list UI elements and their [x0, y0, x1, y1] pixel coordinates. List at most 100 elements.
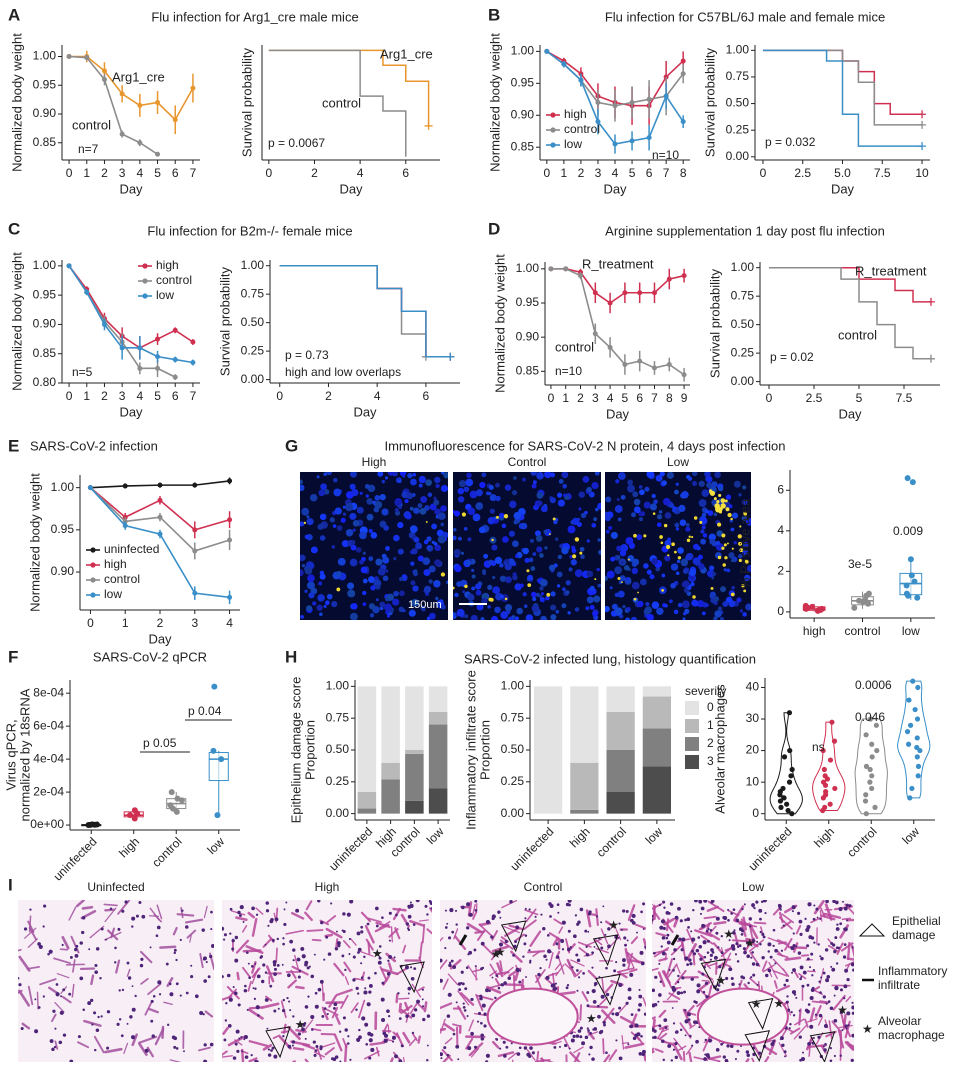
cell-nucleus	[839, 922, 843, 926]
cell-nucleus	[746, 941, 749, 945]
cell-nucleus	[684, 956, 689, 961]
nucleus	[567, 611, 571, 615]
nucleus	[398, 576, 404, 582]
data-point	[863, 811, 869, 817]
nucleus	[410, 561, 415, 566]
data-point	[592, 331, 598, 337]
nucleus	[578, 491, 585, 498]
alveolar-wall	[759, 926, 764, 934]
histology-legend-text: macrophage	[878, 1028, 945, 1042]
y-tick-label: 1.00	[516, 261, 540, 275]
cell-nucleus	[660, 919, 666, 924]
nucleus	[499, 563, 504, 568]
alveolar-wall	[846, 941, 851, 961]
cell-nucleus	[232, 1056, 237, 1060]
bar-segment	[405, 753, 424, 801]
cell-nucleus	[126, 1022, 129, 1025]
cell-nucleus	[749, 925, 752, 928]
cell-nucleus	[615, 1012, 620, 1017]
alveolar-wall	[624, 1042, 645, 1049]
cell-nucleus	[696, 989, 701, 994]
nucleus	[570, 559, 578, 566]
cell-nucleus	[850, 1058, 854, 1062]
nucleus	[423, 539, 429, 545]
cell-nucleus	[801, 984, 805, 988]
cell-nucleus	[669, 902, 674, 906]
alveolar-wall	[442, 1054, 451, 1062]
nucleus	[733, 540, 737, 545]
alveolar-wall	[573, 1046, 584, 1054]
alveolar-wall	[624, 947, 630, 964]
nucleus	[323, 604, 327, 609]
cell-nucleus	[779, 1036, 784, 1041]
nucleus	[437, 513, 444, 520]
damage-triangle	[700, 958, 727, 991]
nucleus	[413, 536, 420, 543]
signal-speck	[496, 515, 499, 519]
nucleus	[443, 472, 448, 479]
nucleus	[467, 593, 475, 601]
signal-speck	[425, 521, 428, 523]
nucleus	[362, 578, 368, 584]
cell-nucleus	[449, 907, 454, 913]
alveolar-wall	[724, 946, 734, 952]
alveolar-wall	[235, 939, 250, 954]
cell-nucleus	[820, 956, 824, 961]
cell-nucleus	[18, 977, 20, 980]
cell-nucleus	[131, 916, 136, 921]
alveolar-wall	[535, 974, 543, 991]
cell-nucleus	[480, 1033, 484, 1038]
nucleus	[426, 545, 432, 551]
cell-nucleus	[330, 902, 333, 905]
cell-nucleus	[210, 910, 213, 914]
cell-nucleus	[282, 942, 285, 946]
cell-nucleus	[366, 1002, 371, 1007]
alveolar-wall	[316, 1046, 322, 1060]
nucleus	[379, 493, 386, 501]
cell-nucleus	[567, 900, 572, 903]
alveolar-wall	[418, 919, 429, 922]
cell-nucleus	[499, 1047, 502, 1050]
survival-curve	[268, 49, 407, 157]
y-tick-label: 8e-04	[33, 685, 64, 699]
chart-title: Immunofluorescence for SARS-CoV-2 N prot…	[384, 438, 785, 453]
alveolar-wall	[248, 1057, 258, 1062]
cell-nucleus	[825, 900, 829, 904]
alveolar-wall	[494, 978, 501, 987]
cell-nucleus	[746, 1053, 750, 1057]
alveolar-wall	[18, 955, 31, 972]
cell-nucleus	[210, 928, 213, 931]
alveolar-wall	[59, 948, 69, 951]
y-tick-label: 0.50	[241, 315, 265, 329]
nucleus	[594, 472, 600, 476]
alveolar-wall	[457, 1005, 467, 1020]
cell-nucleus	[638, 988, 641, 991]
y-tick-label: 1.00	[511, 44, 535, 58]
alveolar-wall	[18, 989, 31, 1007]
alveolar-wall	[409, 1002, 418, 1015]
data-point	[907, 795, 913, 801]
cell-nucleus	[823, 1024, 828, 1028]
nucleus	[370, 532, 378, 539]
cell-nucleus	[165, 962, 169, 966]
nucleus	[712, 572, 717, 576]
cell-nucleus	[448, 963, 452, 968]
alveolar-wall	[601, 1009, 616, 1024]
alveolar-wall	[558, 926, 564, 934]
signal-speck	[643, 534, 647, 538]
bar-segment	[570, 762, 599, 810]
cell-nucleus	[789, 1022, 792, 1026]
alveolar-wall	[48, 986, 58, 994]
y-tick-label: 0.75	[726, 69, 750, 83]
cell-nucleus	[336, 941, 341, 946]
cell-nucleus	[566, 984, 570, 987]
data-point	[157, 497, 163, 503]
cell-nucleus	[632, 1036, 637, 1041]
alveolar-wall	[107, 929, 119, 941]
nucleus	[670, 582, 676, 589]
cell-nucleus	[750, 956, 753, 959]
cell-nucleus	[465, 966, 469, 969]
cell-nucleus	[634, 1033, 639, 1038]
alveolar-wall	[694, 929, 713, 938]
cell-nucleus	[833, 994, 836, 997]
